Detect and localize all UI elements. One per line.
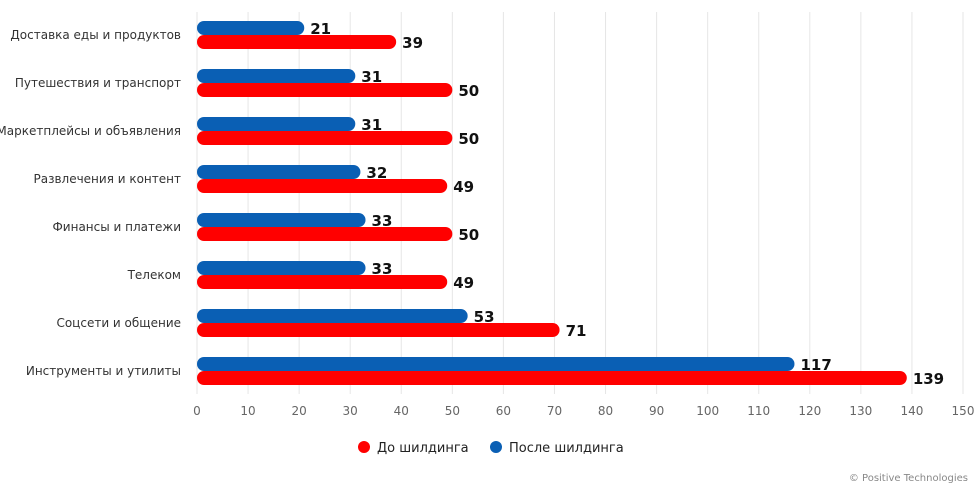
x-tick-label: 90	[649, 404, 664, 418]
category-label: Соцсети и общение	[56, 316, 181, 330]
bar-before	[197, 179, 448, 193]
x-axis-ticks: 0 10 20 30 40 50 60 70 80 90 100 110 120 130 140 150	[193, 404, 974, 418]
data-label: 33	[372, 260, 393, 278]
x-tick-label: 150	[952, 404, 974, 418]
x-tick-label: 40	[394, 404, 409, 418]
data-label: 139	[913, 370, 944, 388]
bar-after	[197, 213, 366, 227]
data-label: 49	[453, 274, 474, 292]
data-label: 50	[458, 226, 479, 244]
legend-marker-icon	[490, 441, 502, 453]
bar-after	[197, 69, 356, 83]
category-label: Телеком	[127, 268, 181, 282]
data-label: 39	[402, 34, 423, 52]
bar-before	[197, 323, 560, 337]
data-label: 117	[800, 356, 831, 374]
data-label: 50	[458, 130, 479, 148]
category-label: Маркетплейсы и объявления	[0, 124, 181, 138]
legend-label: После шилдинга	[509, 441, 624, 456]
data-label: 50	[458, 82, 479, 100]
bar-after	[197, 357, 795, 371]
x-tick-label: 0	[193, 404, 201, 418]
bar-before	[197, 371, 907, 385]
x-tick-label: 20	[291, 404, 306, 418]
bar-before	[197, 275, 448, 289]
x-tick-label: 110	[747, 404, 770, 418]
data-label: 32	[366, 164, 387, 182]
bar-after	[197, 309, 468, 323]
bar-before	[197, 35, 397, 49]
bar-after	[197, 117, 356, 131]
category-label: Доставка еды и продуктов	[10, 28, 181, 42]
bar-before	[197, 83, 453, 97]
x-tick-label: 100	[696, 404, 719, 418]
data-label: 21	[310, 20, 331, 38]
x-tick-label: 140	[900, 404, 923, 418]
bar-after	[197, 261, 366, 275]
x-tick-label: 10	[240, 404, 255, 418]
x-tick-label: 50	[445, 404, 460, 418]
category-label: Инструменты и утилиты	[26, 364, 181, 378]
legend-item[interactable]: После шилдинга	[490, 441, 624, 456]
data-label: 31	[361, 68, 382, 86]
x-tick-label: 30	[343, 404, 358, 418]
category-label: Развлечения и контент	[33, 172, 181, 186]
legend-item[interactable]: До шилдинга	[358, 441, 469, 456]
category-labels: Доставка еды и продуктов Путешествия и тр…	[0, 28, 181, 378]
bar-before	[197, 131, 453, 145]
copyright: © Positive Technologies	[849, 473, 968, 484]
data-label: 33	[372, 212, 393, 230]
data-label: 71	[566, 322, 587, 340]
x-tick-label: 80	[598, 404, 613, 418]
x-tick-label: 130	[849, 404, 872, 418]
data-label: 49	[453, 178, 474, 196]
legend-marker-icon	[358, 441, 370, 453]
bar-before	[197, 227, 453, 241]
bar-after	[197, 165, 361, 179]
x-tick-label: 70	[547, 404, 562, 418]
legend: До шилдинга После шилдинга	[358, 441, 624, 456]
bar-after	[197, 21, 305, 35]
x-tick-label: 120	[798, 404, 821, 418]
category-label: Финансы и платежи	[52, 220, 181, 234]
x-tick-label: 60	[496, 404, 511, 418]
legend-label: До шилдинга	[377, 441, 469, 456]
gridlines	[196, 12, 964, 394]
data-label: 53	[474, 308, 495, 326]
data-label: 31	[361, 116, 382, 134]
category-label: Путешествия и транспорт	[15, 76, 181, 90]
